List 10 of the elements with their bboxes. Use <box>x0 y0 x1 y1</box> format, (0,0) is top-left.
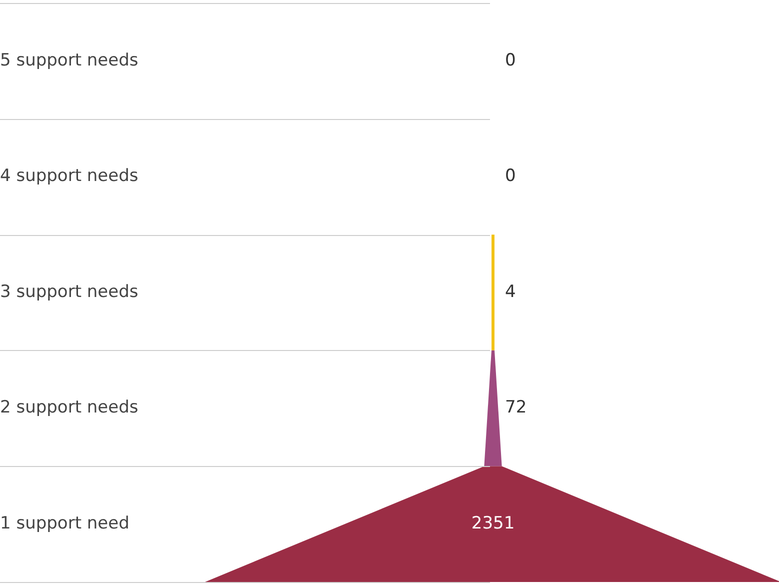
category-label: 3 support needs <box>0 282 138 302</box>
data-label: 2351 <box>471 514 515 534</box>
category-label: 1 support need <box>0 514 130 534</box>
data-label: 0 <box>505 166 516 186</box>
category-label: 2 support needs <box>0 398 138 418</box>
data-label: 72 <box>505 398 527 418</box>
category-label: 4 support needs <box>0 166 138 186</box>
category-label: 5 support needs <box>0 50 138 70</box>
data-label: 4 <box>505 282 516 302</box>
data-label: 0 <box>505 50 516 70</box>
